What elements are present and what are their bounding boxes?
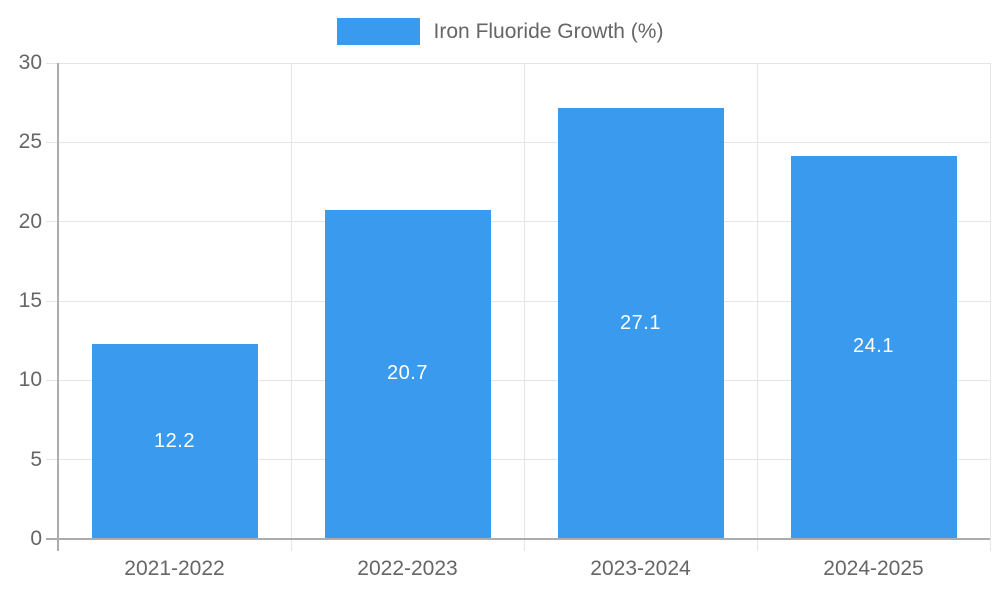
- x-axis-tick-label: 2024-2025: [823, 557, 924, 580]
- x-axis-tick-label: 2021-2022: [124, 557, 225, 580]
- bar-2021-2022: 12.2: [91, 344, 258, 538]
- gridline-vertical: [523, 63, 525, 551]
- gridline-vertical: [756, 63, 758, 551]
- x-axis-tick-label: 2022-2023: [357, 557, 458, 580]
- gridline-horizontal: [46, 62, 990, 64]
- y-axis-tick-label: 20: [18, 209, 42, 233]
- legend[interactable]: Iron Fluoride Growth (%): [0, 18, 1000, 45]
- legend-label: Iron Fluoride Growth (%): [433, 20, 664, 43]
- bar-2024-2025: 24.1: [790, 155, 957, 538]
- gridline-vertical: [989, 63, 991, 551]
- y-axis-tick-label: 0: [30, 527, 42, 550]
- y-axis-tick-label: 30: [18, 51, 42, 74]
- bar-2023-2024: 27.1: [557, 108, 724, 538]
- bar-value-label: 20.7: [387, 362, 428, 385]
- legend-swatch: [336, 18, 420, 45]
- gridline-horizontal: [46, 379, 990, 381]
- y-axis-tick-label: 5: [30, 447, 42, 471]
- gridline-horizontal: [46, 221, 990, 223]
- gridline-horizontal: [46, 300, 990, 302]
- gridline-horizontal: [46, 141, 990, 143]
- y-axis-tick-label: 15: [18, 289, 42, 312]
- bar-value-label: 12.2: [154, 429, 195, 452]
- plot-area: 0 5 10 15 20 25 30 12.2 20.7 27.1 24.1 2021-2022 202…: [19, 51, 991, 580]
- y-axis-line: [57, 63, 59, 551]
- bar-2022-2023: 20.7: [324, 209, 491, 538]
- gridline-vertical: [290, 63, 292, 551]
- y-axis-tick-label: 25: [18, 130, 42, 154]
- gridline-horizontal: [46, 459, 990, 461]
- x-axis-tick-label: 2023-2024: [590, 557, 691, 580]
- y-axis-tick-label: 10: [18, 368, 42, 392]
- x-axis-line: [46, 538, 990, 540]
- bar-value-label: 27.1: [620, 311, 661, 334]
- bar-value-label: 24.1: [853, 335, 894, 358]
